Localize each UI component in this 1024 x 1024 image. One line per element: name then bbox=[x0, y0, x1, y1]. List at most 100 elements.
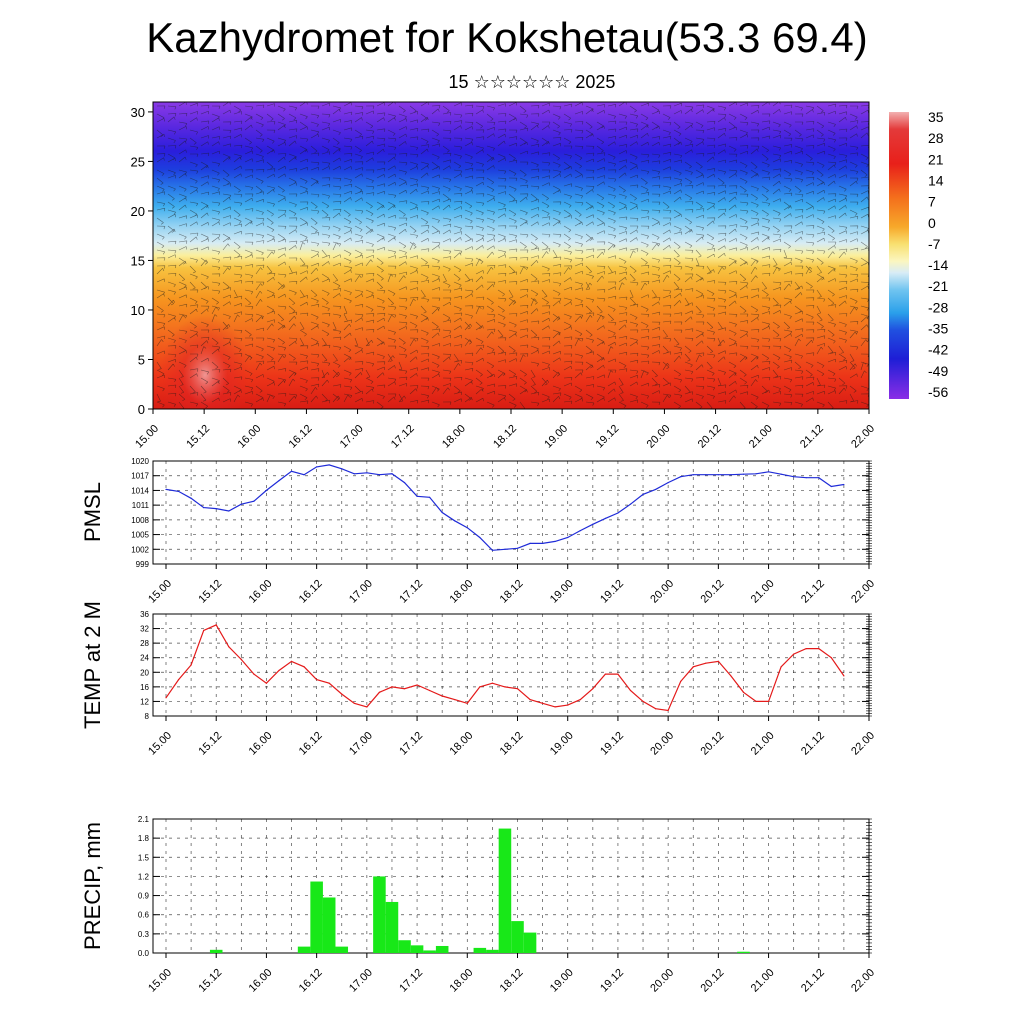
temp-point bbox=[617, 673, 619, 675]
heatmap-xtick-label: 22.00 bbox=[849, 423, 877, 451]
precip-xtick-label: 21.00 bbox=[749, 967, 777, 995]
pmsl-point bbox=[240, 503, 242, 505]
precip-xtick-label: 16.00 bbox=[247, 967, 275, 995]
pmsl-point bbox=[429, 496, 431, 498]
pmsl-point bbox=[680, 476, 682, 478]
temp-xtick-label: 16.00 bbox=[247, 730, 275, 758]
pmsl-point bbox=[818, 477, 820, 479]
heatmap-xtick-label: 19.00 bbox=[542, 423, 570, 451]
pmsl-point bbox=[767, 471, 770, 473]
colorbar-label: 35 bbox=[928, 109, 944, 125]
precip-ylabel: PRECIP, mm bbox=[80, 822, 105, 950]
temp-point bbox=[429, 689, 431, 692]
pmsl-point bbox=[290, 470, 293, 472]
temp-frame bbox=[152, 613, 870, 717]
pmsl-point bbox=[391, 473, 393, 475]
pmsl-point bbox=[203, 506, 205, 509]
pmsl-point bbox=[253, 500, 255, 502]
heatmap-xtick-label: 16.00 bbox=[235, 423, 263, 451]
precip-bar bbox=[297, 946, 311, 953]
temp-point bbox=[730, 675, 732, 677]
pmsl-point bbox=[504, 548, 506, 550]
temp-point bbox=[667, 709, 669, 712]
pmsl-ytick-label: 1011 bbox=[132, 501, 150, 510]
heatmap-xtick-label: 18.00 bbox=[440, 423, 468, 451]
temp-point bbox=[479, 686, 481, 688]
precip-xtick-label: 18.12 bbox=[498, 967, 526, 995]
pmsl-ytick-label: 1008 bbox=[131, 516, 149, 525]
heatmap-ytick-label: 25 bbox=[131, 154, 145, 169]
pmsl-point bbox=[466, 527, 468, 529]
precip-xtick-label: 20.00 bbox=[648, 967, 676, 995]
heatmap-xtick-label: 20.12 bbox=[696, 423, 724, 451]
precip-bar bbox=[498, 828, 512, 953]
precip-bar bbox=[209, 949, 223, 953]
temp-point bbox=[177, 678, 180, 681]
heatmap-ytick-label: 5 bbox=[138, 352, 145, 367]
temp-xtick-label: 17.12 bbox=[397, 730, 425, 758]
precip-bar bbox=[423, 950, 436, 953]
temp-series-line bbox=[165, 624, 845, 712]
precip-bar bbox=[473, 947, 487, 953]
pmsl-xtick-label: 15.00 bbox=[146, 578, 174, 606]
precip-xtick-label: 15.00 bbox=[146, 967, 174, 995]
temp-point bbox=[705, 662, 707, 664]
temp-point bbox=[516, 688, 519, 690]
pmsl-point bbox=[567, 536, 569, 539]
temp-point bbox=[642, 700, 644, 703]
pmsl-point bbox=[454, 520, 456, 522]
pmsl-point bbox=[579, 530, 581, 532]
pmsl-ytick-label: 999 bbox=[136, 560, 150, 569]
pmsl-point bbox=[341, 468, 343, 470]
precip-bar bbox=[310, 881, 323, 953]
pmsl-ytick-label: 1005 bbox=[131, 531, 149, 540]
temp-point bbox=[680, 680, 682, 682]
temp-xtick-label: 15.12 bbox=[196, 730, 224, 758]
temp-xtick-label: 18.00 bbox=[447, 730, 475, 758]
temp-point bbox=[818, 648, 820, 650]
temp-ytick-label: 16 bbox=[140, 683, 149, 692]
temp-ylabel: TEMP at 2 M bbox=[80, 601, 105, 729]
pmsl-point bbox=[642, 493, 644, 495]
temp-point bbox=[366, 706, 368, 708]
precip-grid bbox=[153, 818, 870, 954]
pmsl-point bbox=[654, 488, 657, 491]
temp-point bbox=[805, 648, 807, 650]
pmsl-point bbox=[780, 473, 782, 475]
precip-xtick-label: 19.00 bbox=[548, 967, 576, 995]
pmsl-xtick-label: 19.12 bbox=[598, 578, 626, 606]
precip-xtick-label: 17.00 bbox=[347, 967, 375, 995]
precip-ytick-label: 1.2 bbox=[138, 872, 150, 881]
temp-point bbox=[316, 678, 318, 681]
temp-point bbox=[542, 702, 544, 704]
precip-ytick-label: 1.5 bbox=[138, 853, 150, 862]
pmsl-xtick-label: 22.00 bbox=[849, 578, 877, 606]
temp-point bbox=[190, 664, 192, 666]
warm-core bbox=[160, 315, 250, 409]
pmsl-point bbox=[617, 512, 619, 514]
pmsl-point bbox=[479, 536, 481, 539]
precip-xtick-label: 20.12 bbox=[699, 967, 727, 995]
temp-point bbox=[240, 658, 242, 661]
pmsl-point bbox=[303, 474, 305, 476]
pmsl-series-line bbox=[165, 464, 844, 551]
temp-point bbox=[604, 673, 606, 675]
pmsl-point bbox=[692, 474, 694, 476]
temp-point bbox=[228, 646, 230, 648]
pmsl-point bbox=[228, 510, 230, 512]
temp-point bbox=[403, 688, 406, 690]
temp-point bbox=[767, 700, 770, 703]
heatmap-xtick-label: 21.12 bbox=[798, 423, 826, 451]
pmsl-xtick-label: 17.00 bbox=[347, 578, 375, 606]
colorbar-label: -42 bbox=[928, 342, 948, 358]
pmsl-xtick-label: 21.00 bbox=[749, 578, 777, 606]
colorbar-label: 0 bbox=[928, 215, 936, 231]
precip-bar bbox=[322, 897, 336, 953]
heatmap-field bbox=[153, 102, 869, 409]
temp-point bbox=[165, 697, 167, 699]
temp-xtick-label: 20.12 bbox=[699, 730, 727, 758]
pmsl-xtick-label: 20.00 bbox=[648, 578, 676, 606]
pmsl-ytick-label: 1020 bbox=[131, 457, 149, 466]
temp-ytick-label: 12 bbox=[140, 697, 149, 706]
